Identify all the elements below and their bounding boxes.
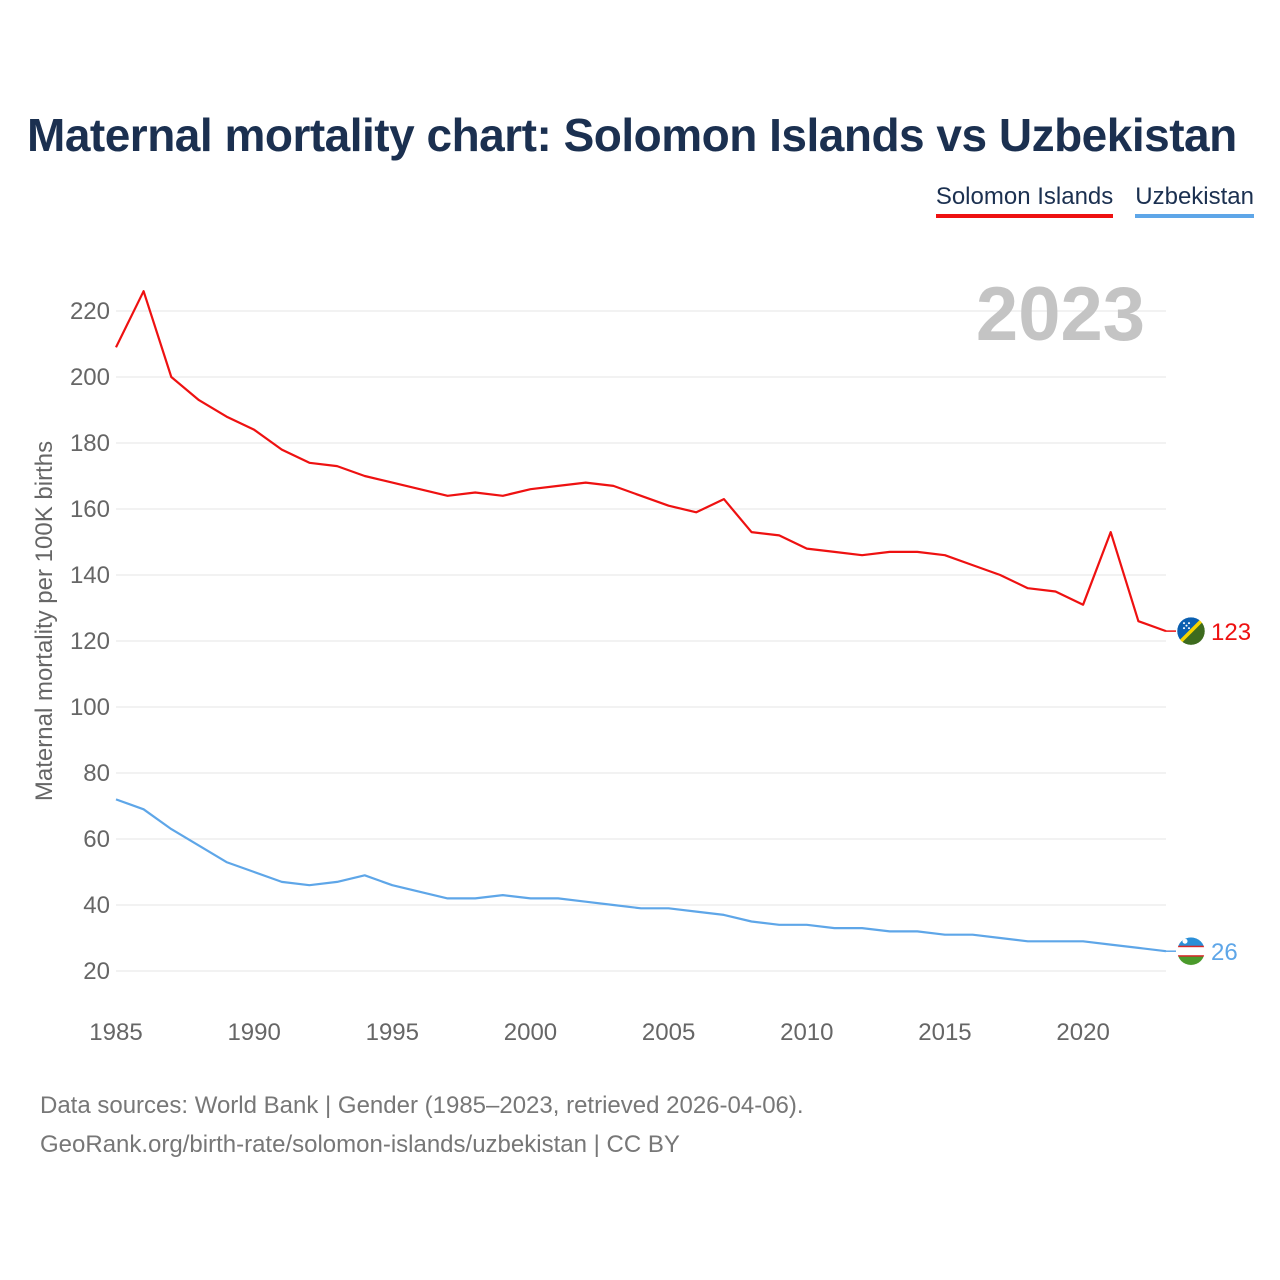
x-tick-label: 1985 [89,1019,142,1046]
uzbekistan-flag-icon [1176,936,1206,966]
y-tick-label: 40 [83,892,110,919]
series-line-uzbekistan[interactable] [115,798,1167,953]
y-axis-label: Maternal mortality per 100K births [31,441,58,801]
y-tick-label: 220 [70,298,110,325]
legend-item-uzbekistan[interactable]: Uzbekistan [1135,183,1254,218]
x-tick-label: 1990 [227,1019,280,1046]
x-tick-label: 1995 [366,1019,419,1046]
y-tick-label: 100 [70,694,110,721]
gridlines [116,310,1166,972]
solomon-islands-flag-icon [1176,616,1206,646]
year-watermark: 2023 [976,272,1145,357]
series-lines [115,290,1167,953]
y-tick-label: 80 [83,760,110,787]
series-line-solomon-islands[interactable] [115,290,1167,633]
y-tick-label: 120 [70,628,110,655]
end-value-label-solomon-islands: 123 [1211,619,1251,646]
y-tick-label: 20 [83,958,110,985]
y-axis-ticks: 20 40 60 80 100 120 140 160 180 200 220 [70,298,110,985]
y-tick-label: 160 [70,496,110,523]
data-source-text: Data sources: World Bank | Gender (1985–… [40,1092,804,1119]
x-tick-label: 2005 [642,1019,695,1046]
footer: Data sources: World Bank | Gender (1985–… [40,1086,804,1164]
y-tick-label: 200 [70,364,110,391]
x-tick-label: 2000 [504,1019,557,1046]
end-value-label-uzbekistan: 26 [1211,939,1238,966]
legend: Solomon Islands Uzbekistan [935,183,1254,218]
y-tick-label: 180 [70,430,110,457]
x-tick-label: 2010 [780,1019,833,1046]
chart-title: Maternal mortality chart: Solomon Island… [27,109,1237,161]
x-axis-ticks: 1985 1990 1995 2000 2005 2010 2015 2020 [89,1019,1109,1046]
x-tick-label: 2020 [1056,1019,1109,1046]
y-tick-label: 60 [83,826,110,853]
attribution-text: GeoRank.org/birth-rate/solomon-islands/u… [40,1131,680,1158]
series-end-markers: 123 26 [1166,616,1251,966]
legend-item-solomon-islands[interactable]: Solomon Islands [935,183,1114,218]
y-tick-label: 140 [70,562,110,589]
x-tick-label: 2015 [918,1019,971,1046]
